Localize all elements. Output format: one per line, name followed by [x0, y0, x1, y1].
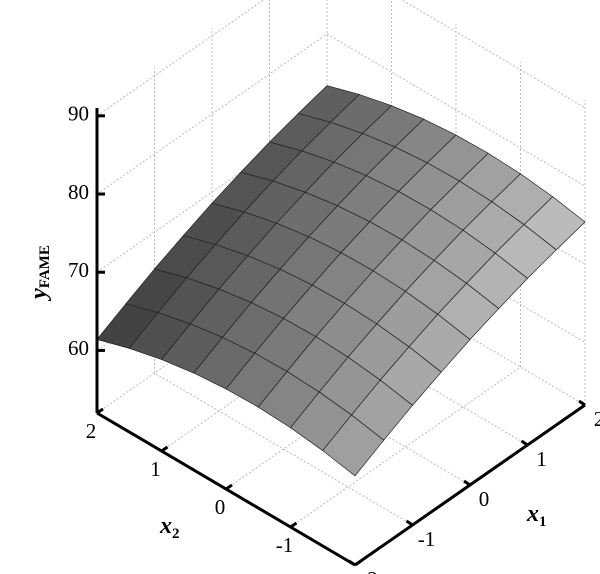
y-axis-title: x2 — [159, 513, 180, 543]
surface-patch — [322, 414, 385, 477]
x-tick-label: 1 — [536, 447, 547, 471]
y-axis-title-sub: 2 — [172, 526, 180, 542]
z-tick-label: 60 — [68, 336, 89, 360]
z-axis-title: yFAME — [26, 245, 54, 302]
z-axis-title-sub: FAME — [37, 245, 53, 288]
x-axis-title: x1 — [526, 501, 547, 531]
x-axis-title-main: x — [526, 501, 539, 527]
y-tick-label: -1 — [276, 533, 294, 557]
x-tick — [348, 559, 356, 567]
y-tick-label: -2 — [340, 571, 358, 574]
z-tick-label: 90 — [68, 102, 89, 126]
y-tick-label: 2 — [86, 419, 97, 443]
y-tick-label: 1 — [150, 457, 161, 481]
x-tick-label: -1 — [418, 527, 436, 551]
surface — [96, 85, 586, 477]
y-tick — [225, 483, 233, 491]
y-tick — [354, 559, 362, 567]
y-axis-title-main: x — [159, 513, 172, 539]
grid-line — [326, 33, 586, 187]
grid-line — [154, 372, 413, 526]
y-tick — [96, 407, 104, 415]
x-tick — [578, 399, 586, 407]
y-tick-label: 0 — [215, 495, 226, 519]
y-tick — [160, 445, 169, 453]
x-tick-label: -2 — [360, 567, 378, 574]
z-axis-title-main: y — [26, 288, 52, 302]
grid-line — [96, 0, 265, 117]
axes: 60 70 80 90 -2 -1 0 1 2 -2 -1 0 1 2 — [68, 102, 600, 574]
x-axis-title-sub: 1 — [539, 514, 547, 530]
grid-line — [96, 33, 328, 195]
y-tick — [289, 521, 298, 529]
x-tick — [463, 479, 471, 487]
x-tick-label: 0 — [479, 487, 490, 511]
x-tick — [520, 439, 529, 447]
grid-line — [290, 366, 521, 528]
x-tick — [405, 519, 414, 527]
z-tick-label: 70 — [68, 258, 89, 282]
x-tick-label: 2 — [594, 407, 600, 431]
z-tick-label: 80 — [68, 180, 89, 204]
